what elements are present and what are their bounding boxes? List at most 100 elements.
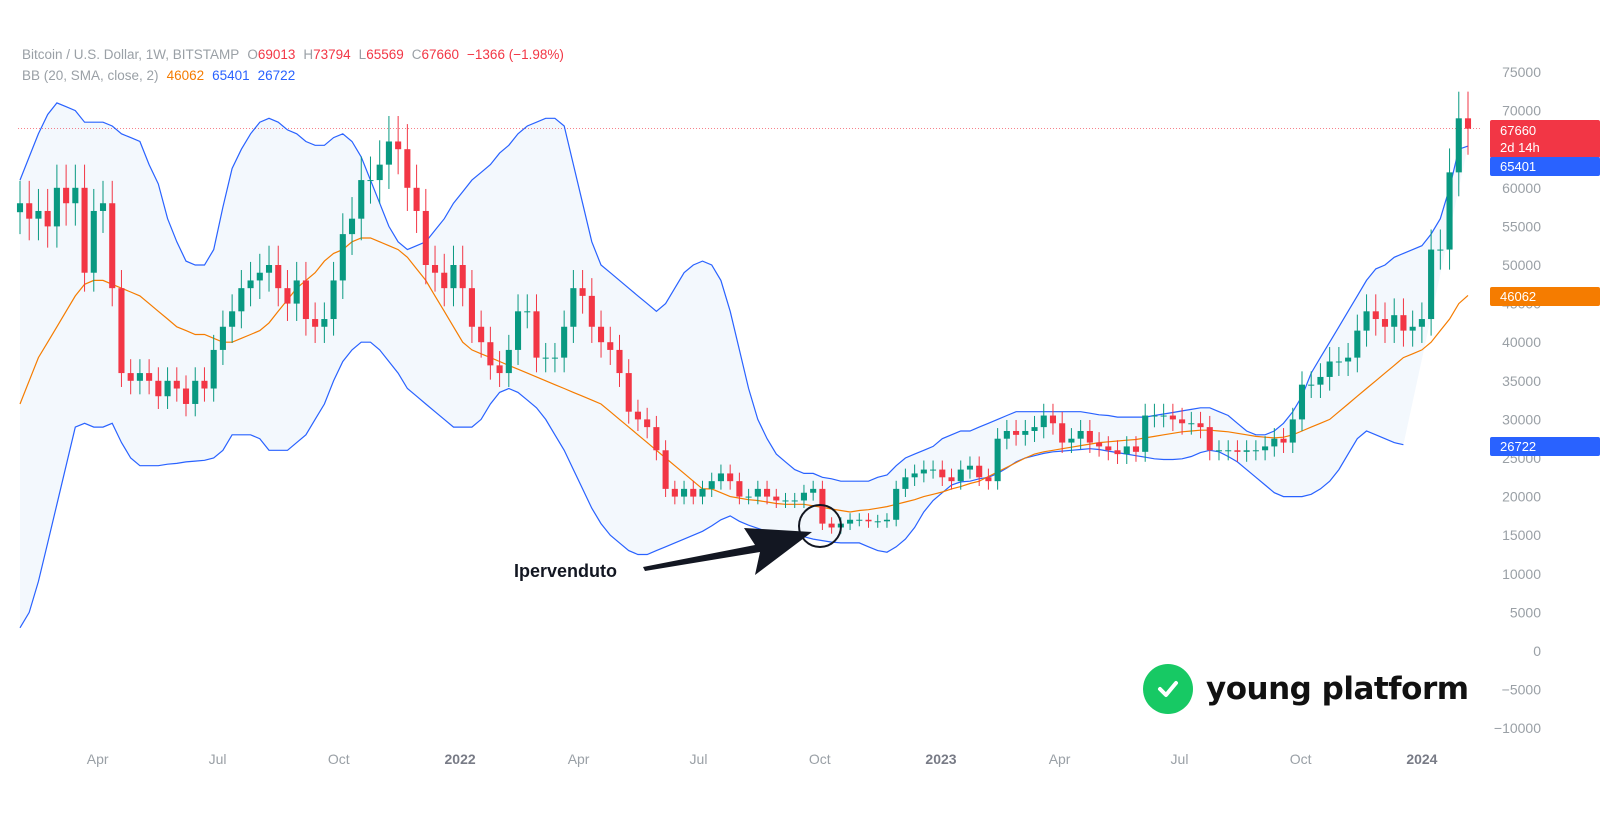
last-price-value: 67660 xyxy=(1500,123,1537,138)
ohlc-high: 73794 xyxy=(313,47,351,62)
candle-body xyxy=(736,481,743,497)
candle-body xyxy=(1464,118,1472,129)
countdown-value: 2d 14h xyxy=(1500,140,1540,155)
x-tick-label: Apr xyxy=(1049,751,1071,767)
y-tick-label: 75000 xyxy=(1502,64,1541,80)
candle-body xyxy=(681,488,688,497)
candle-body xyxy=(376,164,383,181)
ohlc-low-key: L xyxy=(358,47,367,62)
candle-body xyxy=(533,311,540,358)
bollinger-band-fill xyxy=(20,102,1468,628)
candle-body xyxy=(1317,376,1324,385)
candle-body xyxy=(1381,319,1389,327)
candle-body xyxy=(238,288,245,312)
candle-body xyxy=(422,210,429,265)
candle-body xyxy=(146,373,153,381)
candle-body xyxy=(1059,423,1066,443)
candle-body xyxy=(1013,430,1020,435)
candle-body xyxy=(1179,419,1186,424)
candle-body xyxy=(210,349,217,389)
candle-body xyxy=(662,450,669,489)
ohlc-open-key: O xyxy=(247,47,258,62)
y-tick-label: 60000 xyxy=(1502,180,1541,196)
candle-body xyxy=(1068,438,1075,443)
candle-body xyxy=(441,272,448,289)
candle-body xyxy=(791,500,798,502)
candle-body xyxy=(1077,430,1084,439)
candle-body xyxy=(1188,423,1195,425)
x-tick-label: Apr xyxy=(568,751,590,767)
candle-body xyxy=(598,326,605,343)
candle-body xyxy=(1280,438,1287,443)
candle-body xyxy=(478,326,485,343)
annotation-group xyxy=(643,504,842,575)
indicator-basis: 46062 xyxy=(166,68,205,83)
candle-body xyxy=(1123,446,1130,455)
candle-body xyxy=(367,180,374,182)
candle-body xyxy=(1160,415,1167,417)
x-tick-label: Oct xyxy=(809,751,831,767)
candle-body xyxy=(321,319,328,327)
candle-body xyxy=(985,477,992,482)
candle-body xyxy=(1114,450,1121,455)
candle-body xyxy=(800,492,807,501)
chart-header: Bitcoin / U.S. Dollar, 1W, BITSTAMP O6901… xyxy=(22,47,564,62)
candle-body xyxy=(588,295,595,327)
brand-name: young platform xyxy=(1206,671,1469,707)
candle-body xyxy=(671,488,678,497)
indicator-upper: 65401 xyxy=(212,68,250,83)
candle-body xyxy=(1298,384,1306,420)
candle-body xyxy=(1335,361,1342,363)
candle-body xyxy=(1391,315,1398,327)
candle-body xyxy=(856,519,863,521)
candle-body xyxy=(468,288,475,327)
candle-body xyxy=(247,280,254,289)
candle-body xyxy=(302,280,309,320)
candle-body xyxy=(1289,419,1296,443)
candle-body xyxy=(53,187,60,227)
candle-body xyxy=(81,187,88,273)
x-tick-label: Jul xyxy=(690,751,708,767)
candle-body xyxy=(1271,438,1278,447)
candle-body xyxy=(1372,311,1379,320)
candle-body xyxy=(35,210,42,219)
candle-body xyxy=(404,149,411,188)
candle-body xyxy=(514,311,522,350)
candle-body xyxy=(293,280,300,304)
ohlc-close-key: C xyxy=(411,47,422,62)
candle-body xyxy=(893,488,900,520)
candle-body xyxy=(16,203,24,213)
candle-body xyxy=(136,373,143,381)
candle-body xyxy=(229,311,236,327)
candle-body xyxy=(994,438,1001,482)
candle-body xyxy=(358,180,365,219)
candle-body xyxy=(708,481,715,489)
symbol-title: Bitcoin / U.S. Dollar, 1W, BITSTAMP xyxy=(22,47,240,62)
candle-body xyxy=(570,288,577,327)
candle-body xyxy=(561,326,568,358)
candle-body xyxy=(127,373,134,381)
candle-body xyxy=(1151,415,1158,417)
candle-body xyxy=(1326,361,1333,377)
candle-body xyxy=(607,342,614,350)
basis-line xyxy=(19,237,1469,513)
y-tick-label: −10000 xyxy=(1494,720,1541,736)
candle-body xyxy=(542,357,549,359)
candle-body xyxy=(634,411,641,420)
candle-body xyxy=(1409,326,1416,331)
candle-body xyxy=(63,187,70,204)
candle-body xyxy=(118,288,125,374)
candle-body xyxy=(219,326,226,350)
candle-body xyxy=(902,477,909,489)
candle-body xyxy=(1354,330,1361,358)
candle-body xyxy=(939,469,946,478)
y-tick-label: 70000 xyxy=(1502,103,1541,119)
indicator-lower: 26722 xyxy=(257,68,296,83)
oversold-label: Ipervenduto xyxy=(514,561,618,581)
candle-body xyxy=(727,473,734,482)
candles xyxy=(16,91,1472,534)
candle-body xyxy=(487,342,494,366)
y-tick-label: 30000 xyxy=(1502,411,1541,427)
candle-body xyxy=(459,265,466,289)
